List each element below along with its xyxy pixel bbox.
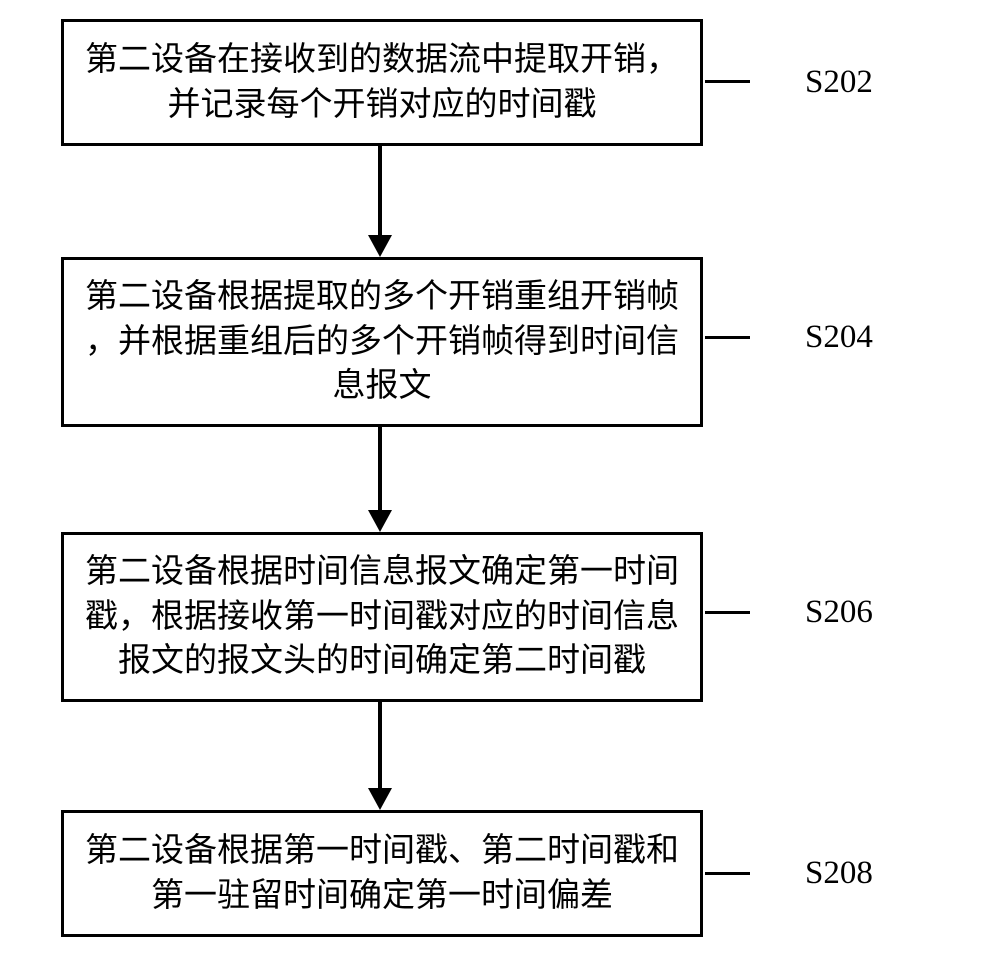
step-text-s206: 第二设备根据时间信息报文确定第一时间 戳，根据接收第一时间戳对应的时间信息 报文… (85, 550, 679, 684)
step-box-s204: 第二设备根据提取的多个开销重组开销帧 ，并根据重组后的多个开销帧得到时间信 息报… (61, 257, 703, 427)
step-box-s206: 第二设备根据时间信息报文确定第一时间 戳，根据接收第一时间戳对应的时间信息 报文… (61, 532, 703, 702)
step-box-s202: 第二设备在接收到的数据流中提取开销， 并记录每个开销对应的时间戳 (61, 19, 703, 146)
step-box-s208: 第二设备根据第一时间戳、第二时间戳和 第一驻留时间确定第一时间偏差 (61, 810, 703, 937)
label-s202: S202 (805, 64, 873, 101)
label-s208: S208 (805, 855, 873, 892)
connector-s204 (705, 336, 750, 339)
arrow-1-line (378, 146, 382, 235)
label-s204: S204 (805, 319, 873, 356)
arrow-3-line (378, 702, 382, 788)
connector-s202 (705, 80, 750, 83)
connector-s206 (705, 611, 750, 614)
arrow-3-head (368, 788, 392, 810)
arrow-1-head (368, 235, 392, 257)
step-text-s202: 第二设备在接收到的数据流中提取开销， 并记录每个开销对应的时间戳 (85, 38, 679, 127)
arrow-2-line (378, 427, 382, 510)
flowchart-container: 第二设备在接收到的数据流中提取开销， 并记录每个开销对应的时间戳 S202 第二… (50, 30, 950, 950)
label-s206: S206 (805, 594, 873, 631)
step-text-s208: 第二设备根据第一时间戳、第二时间戳和 第一驻留时间确定第一时间偏差 (85, 829, 679, 918)
arrow-2-head (368, 510, 392, 532)
connector-s208 (705, 872, 750, 875)
step-text-s204: 第二设备根据提取的多个开销重组开销帧 ，并根据重组后的多个开销帧得到时间信 息报… (85, 275, 679, 409)
